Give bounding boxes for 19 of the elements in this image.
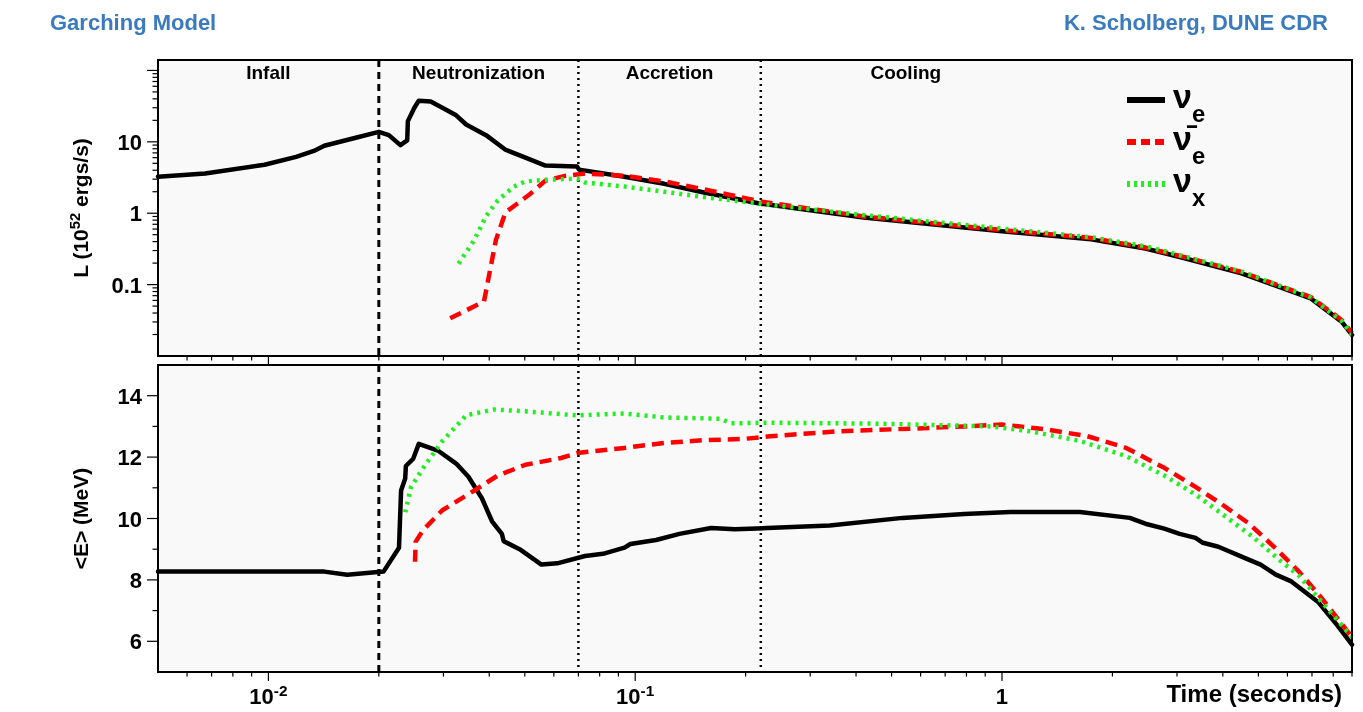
y-tick-label: 14 (117, 383, 143, 409)
x-axis-title: Time (seconds) (1166, 680, 1342, 707)
annotation: Accretion (625, 62, 714, 83)
x-tick-label: 1 (995, 684, 1009, 709)
y-tick-label: 6 (129, 628, 142, 654)
annotation: Neutronization (412, 62, 546, 83)
y-tick-label: 12 (117, 444, 142, 470)
y-tick-label: 10 (117, 506, 142, 531)
y-tick-label: 10 (117, 129, 142, 155)
x-tick-label: 10$^{-2}$ (249, 681, 288, 709)
y-tick-label: 1 (129, 200, 142, 226)
y-tick-label: 8 (129, 567, 142, 593)
chart-title: Garching Model (50, 10, 217, 35)
x-tick-label: 10$^{-1}$ (616, 681, 655, 709)
annotation: Cooling (870, 62, 942, 83)
annotation: Infall (246, 62, 291, 83)
text: K. Scholberg, DUNE CDR (1063, 10, 1329, 35)
y-tick-label: 0.1 (111, 272, 142, 298)
y-axis-title: <E> (MeV) (69, 467, 92, 570)
